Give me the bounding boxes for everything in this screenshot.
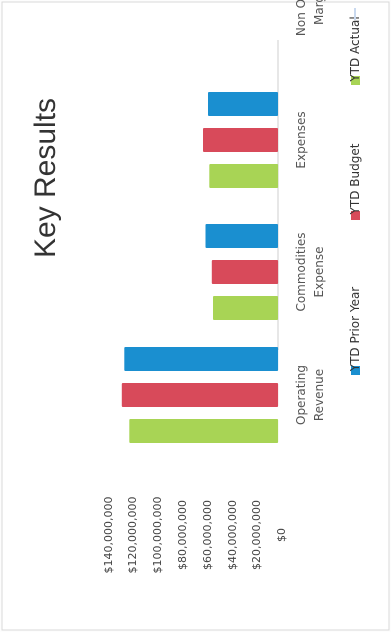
value-tick-label: $0	[275, 528, 288, 542]
legend-label: YTD Prior Year	[348, 287, 362, 373]
category-label: Commodities	[294, 232, 308, 311]
bar-ytd-budget	[121, 383, 279, 407]
value-tick-label: $60,000,000	[201, 500, 214, 570]
category-label: Expense	[312, 247, 326, 298]
bar-ytd-prior-year	[208, 92, 278, 116]
bar-ytd-actual	[209, 164, 279, 188]
bar-ytd-prior-year	[205, 224, 278, 248]
value-tick-label: $140,000,000	[102, 497, 115, 574]
category-label: Revenue	[312, 369, 326, 421]
category-label: Operating	[294, 365, 308, 425]
value-tick-label: $80,000,000	[176, 500, 189, 570]
legend-swatch-ytd-budget	[351, 211, 360, 220]
legend-label: YTD Actual	[348, 16, 362, 82]
category-label: Marg	[312, 0, 326, 25]
bar-ytd-actual	[213, 296, 278, 320]
bar-ytd-actual	[129, 419, 279, 443]
legend-swatch-ytd-actual	[351, 76, 360, 85]
bar-ytd-budget	[211, 260, 279, 284]
bar-ytd-prior-year	[124, 347, 279, 371]
value-tick-label: $100,000,000	[151, 497, 164, 574]
plot-area: $0 $20,000,000 $40,000,000 $60,000,000 $80,0…	[29, 0, 362, 573]
category-label: Expenses	[294, 111, 308, 168]
legend-swatch-ytd-prior-year	[351, 366, 360, 375]
bar-ytd-budget	[203, 128, 278, 152]
category-label: Non Ope	[294, 0, 308, 36]
value-tick-label: $120,000,000	[126, 497, 139, 574]
value-tick-label: $20,000,000	[250, 500, 263, 570]
chart-title: Key Results	[29, 98, 62, 258]
legend-label: YTD Budget	[348, 143, 362, 215]
value-tick-label: $40,000,000	[226, 500, 239, 570]
